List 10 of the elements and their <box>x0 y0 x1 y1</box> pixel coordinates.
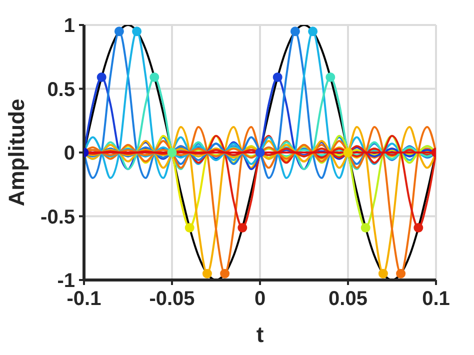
x-tick-label: -0.05 <box>149 288 195 310</box>
y-tick-label: -0.5 <box>40 206 75 228</box>
y-axis-title: Amplitude <box>4 98 29 206</box>
x-tick-label: 0 <box>254 288 266 310</box>
y-tick-label: 0 <box>64 142 75 165</box>
y-tick-label: 1 <box>64 15 75 38</box>
x-tick-label: 0.1 <box>422 288 450 310</box>
x-axis-title: t <box>256 322 264 347</box>
y-tick-label: 0.5 <box>47 78 75 101</box>
x-tick-label: 0.05 <box>328 288 368 310</box>
